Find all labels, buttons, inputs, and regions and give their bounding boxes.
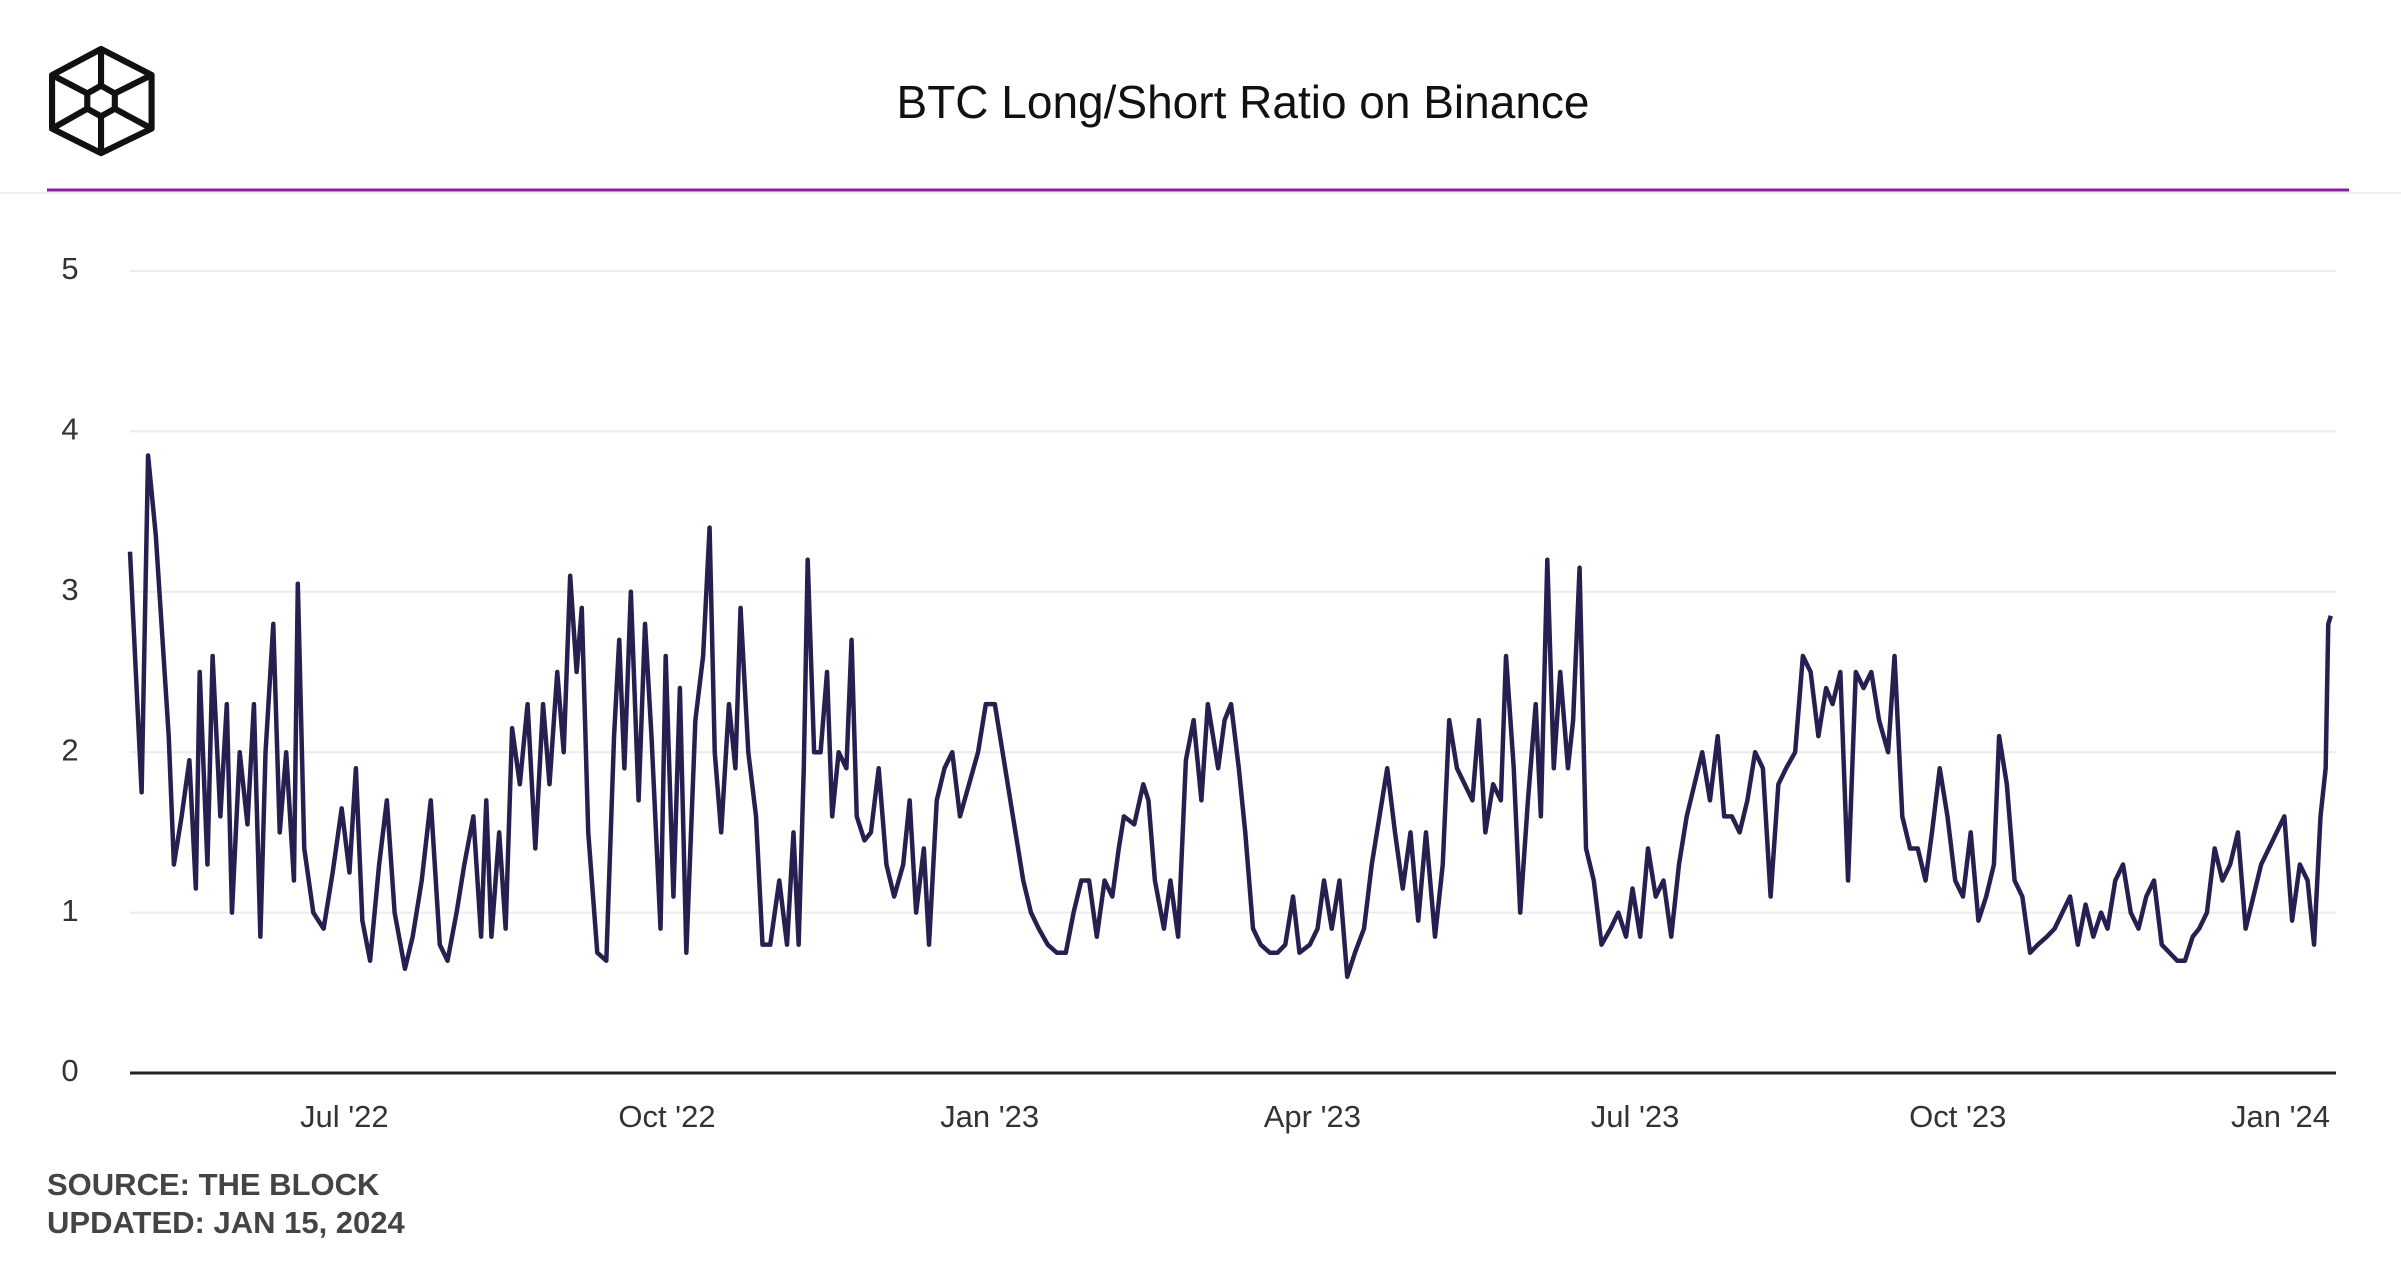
y-tick-label: 3: [61, 572, 78, 607]
x-tick-label: Jul '23: [1591, 1099, 1680, 1134]
x-tick-label: Jan '24: [2231, 1099, 2330, 1134]
source-note: SOURCE: THE BLOCK: [47, 1167, 380, 1202]
y-tick-label: 5: [61, 251, 78, 286]
y-tick-label: 2: [61, 732, 78, 767]
logo: [48, 45, 155, 157]
updated-note: UPDATED: JAN 15, 2024: [47, 1205, 406, 1240]
series-line: [127, 453, 2333, 980]
x-tick-label: Oct '22: [618, 1099, 715, 1134]
x-tick-label: Jul '22: [300, 1099, 389, 1134]
x-tick-label: Jan '23: [940, 1099, 1039, 1134]
y-tick-label: 0: [61, 1053, 78, 1088]
y-tick-label: 4: [61, 412, 78, 447]
x-tick-label: Oct '23: [1909, 1099, 2006, 1134]
y-tick-label: 1: [61, 893, 78, 928]
x-tick-label: Apr '23: [1264, 1099, 1361, 1134]
chart-title: BTC Long/Short Ratio on Binance: [897, 76, 1590, 128]
